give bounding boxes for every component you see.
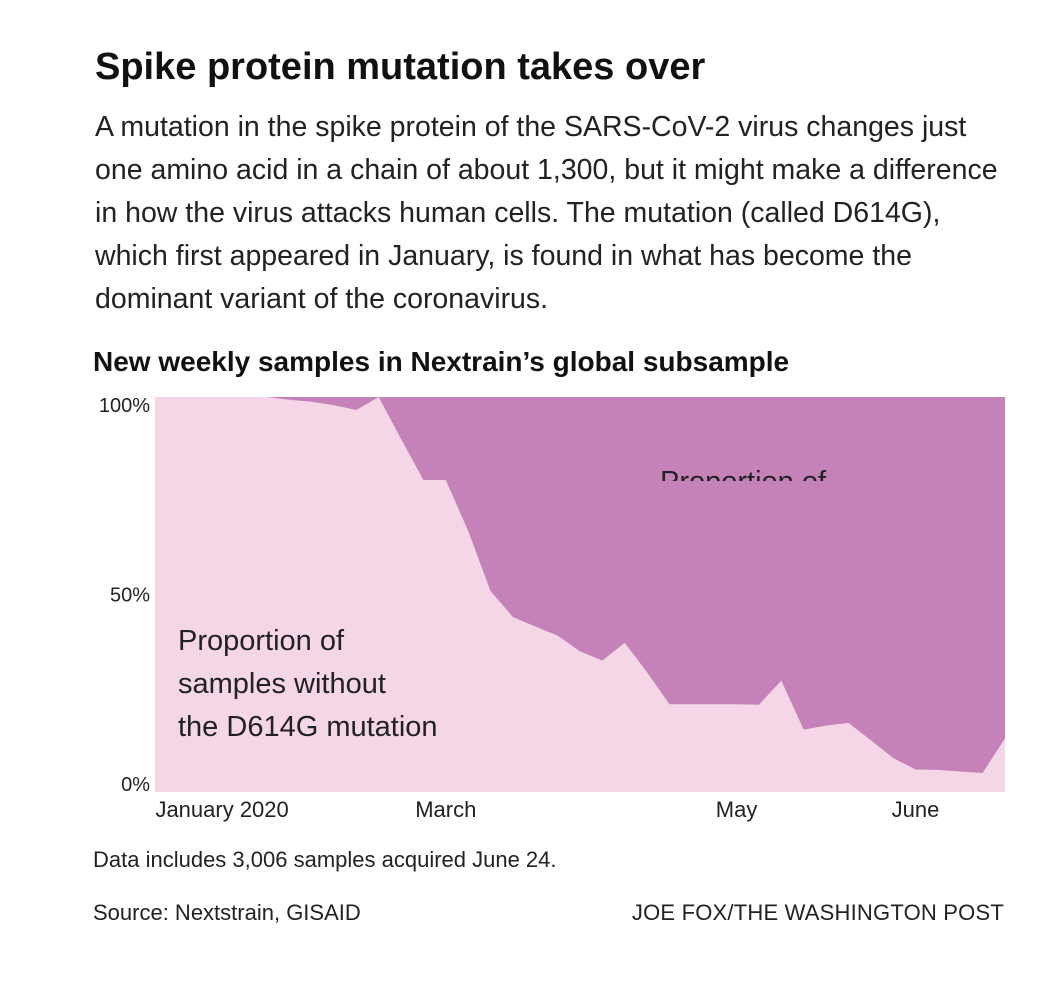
annotation-without-line: the D614G mutation — [178, 711, 438, 743]
y-tick-label: 50% — [110, 585, 150, 607]
x-tick-label: May — [716, 797, 758, 822]
x-tick-label: January 2020 — [155, 797, 288, 822]
y-tick-label: 100% — [99, 395, 150, 417]
annotation-without-line: samples without — [178, 668, 386, 700]
dek-text: A mutation in the spike protein of the S… — [95, 111, 998, 315]
headline: Spike protein mutation takes over — [95, 46, 706, 88]
x-tick-label: June — [892, 797, 940, 822]
x-tick-label: March — [415, 797, 476, 822]
annotation-with-mutation: Proportion of — [660, 466, 827, 498]
footnote: Data includes 3,006 samples acquired Jun… — [93, 847, 557, 872]
source-line: Source: Nextstrain, GISAID — [93, 900, 361, 925]
credit-line: JOE FOX/THE WASHINGTON POST — [631, 900, 1004, 925]
y-tick-label: 0% — [121, 774, 150, 796]
area-without-mutation — [155, 397, 1005, 792]
chart-title: New weekly samples in Nextrain’s global … — [93, 346, 790, 377]
annotation-without-line: Proportion of — [178, 625, 345, 657]
